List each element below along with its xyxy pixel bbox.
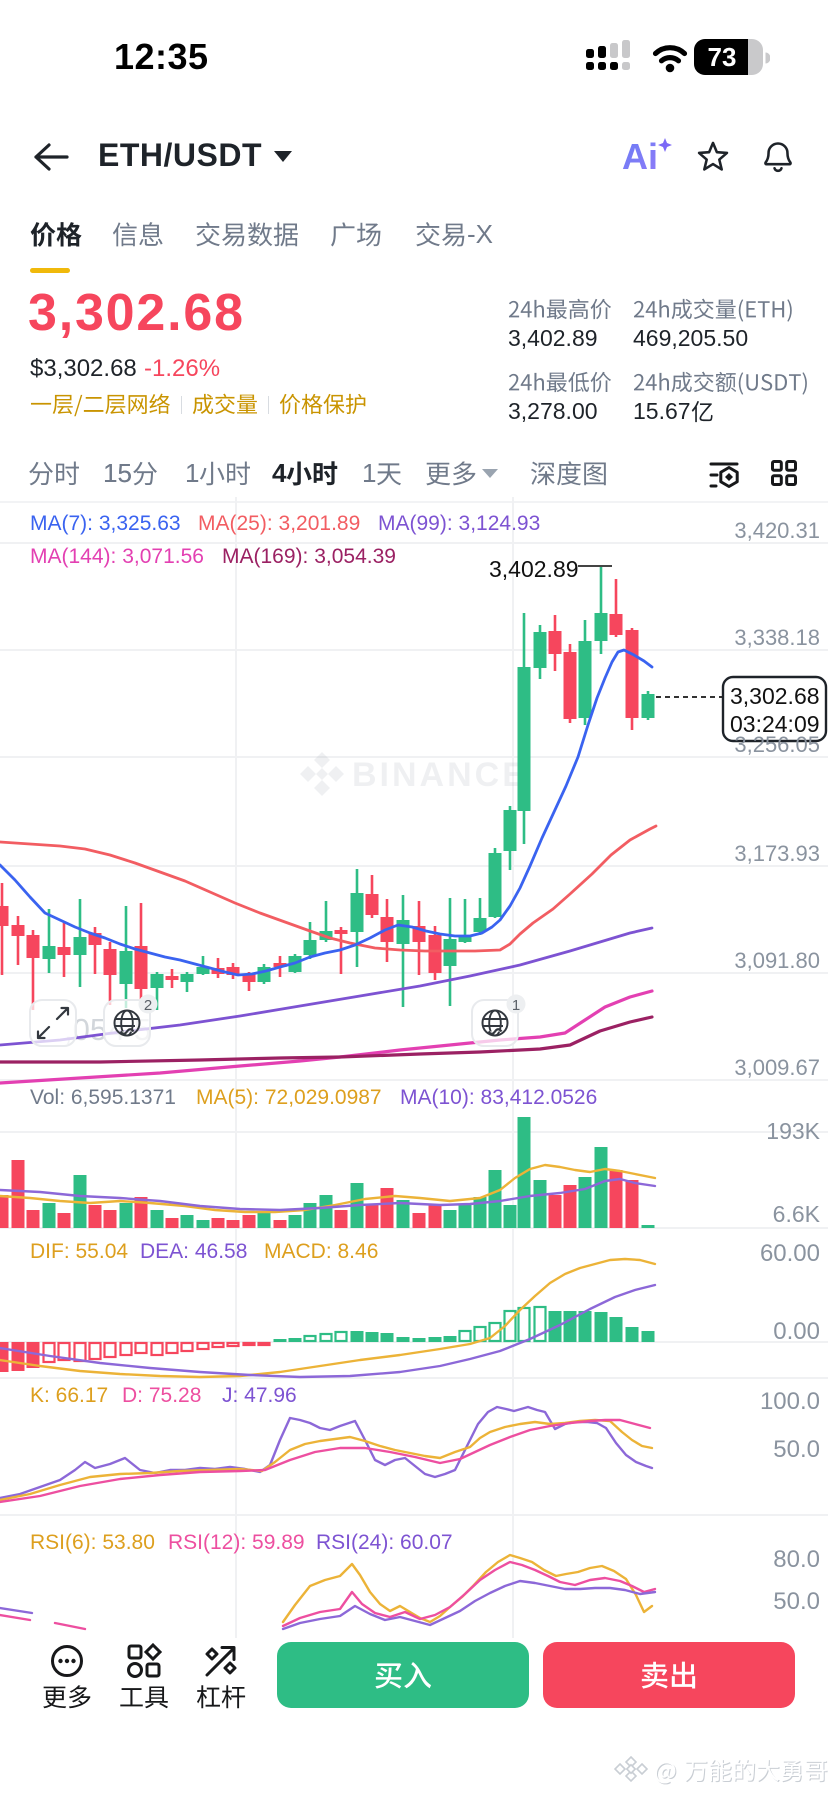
svg-text:BINANCE: BINANCE <box>352 756 528 794</box>
svg-text:2: 2 <box>144 997 152 1014</box>
svg-text:Ai: Ai <box>622 136 658 177</box>
svg-text:1: 1 <box>512 997 520 1014</box>
svg-text:73: 73 <box>708 42 737 72</box>
